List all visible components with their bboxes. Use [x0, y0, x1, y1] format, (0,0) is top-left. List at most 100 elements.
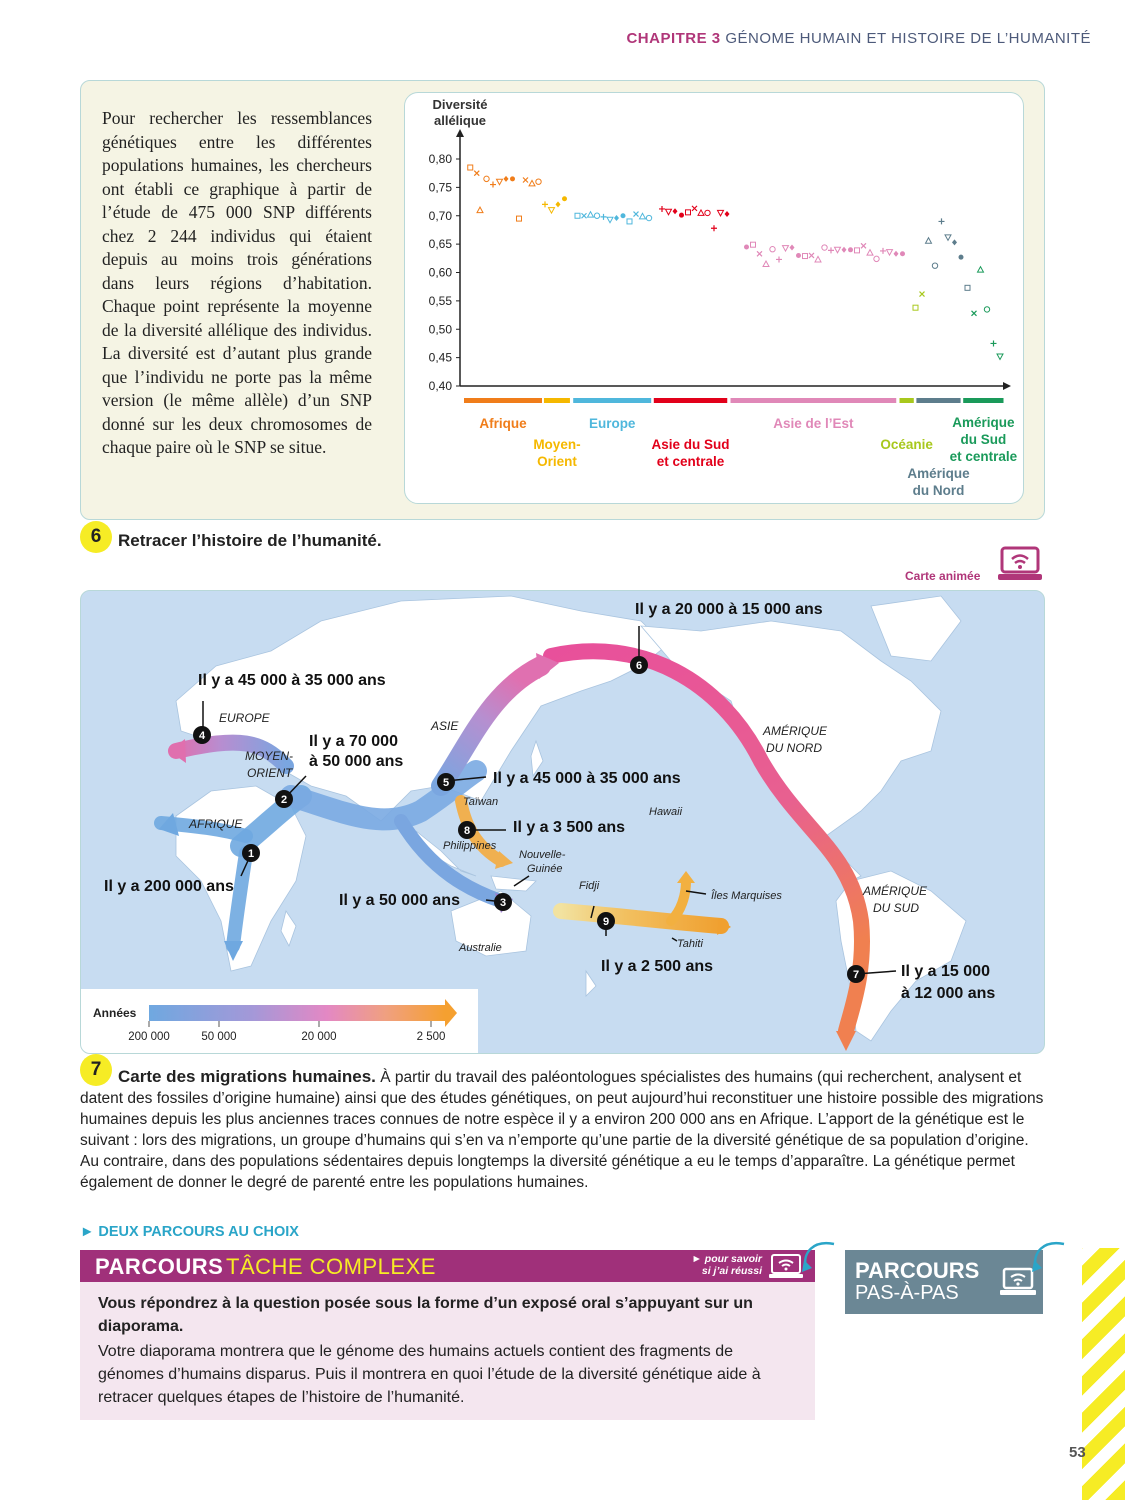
data-point: [600, 213, 607, 220]
label-new-guinea-2: Guinée: [527, 863, 562, 875]
data-point: [744, 244, 749, 250]
animated-map-label[interactable]: Carte animée: [905, 569, 981, 583]
date-5: Il y a 45 000 à 35 000 ans: [493, 770, 681, 787]
data-point: [724, 211, 730, 218]
data-point: [476, 206, 484, 214]
date-2b: à 50 000 ans: [309, 753, 403, 770]
category-bar: [653, 398, 728, 403]
allelic-diversity-chart: Diversité allélique 0,80 0,75 0,70 0,65 0,60…: [404, 92, 1024, 504]
data-point: [821, 244, 828, 251]
data-point: [606, 216, 614, 224]
landmass-australia: [450, 890, 532, 957]
date-7b: à 12 000 ans: [901, 985, 995, 1002]
data-point: [841, 246, 847, 253]
data-point: [704, 209, 711, 217]
data-point: [938, 218, 945, 225]
category-label: Moyen-: [533, 437, 580, 452]
svg-text:1: 1: [248, 848, 254, 860]
chapter-header: CHAPITRE 3 GÉNOME HUMAIN ET HISTOIRE DE …: [626, 30, 1091, 47]
y-tick-label: 0,50: [429, 322, 453, 336]
legend-tick-3: 20 000: [301, 1031, 336, 1043]
marker-7: 7: [847, 965, 865, 983]
data-point: [490, 181, 496, 188]
chart-svg: Diversité allélique 0,80 0,75 0,70 0,65 0,60…: [429, 97, 1018, 498]
section-7-caption: Carte des migrations humaines. À partir …: [80, 1066, 1045, 1193]
date-labels: Il y a 200 000 ans Il y a 70 000 à 50 00…: [104, 601, 995, 1002]
intro-paragraph: Pour rechercher les ressemblances généti…: [102, 108, 372, 457]
savoir-link[interactable]: ► pour savoir si j’ai réussi: [691, 1253, 763, 1277]
data-point: [581, 212, 587, 219]
task-description: Votre diaporama montrera que le génome d…: [98, 1343, 761, 1406]
data-point: [769, 246, 776, 253]
category-label: Amérique: [907, 466, 970, 481]
y-tick-label: 0,40: [429, 379, 453, 393]
pas-label-2: PAS-À-PAS: [855, 1282, 959, 1304]
route-africa-south: [226, 846, 253, 953]
data-point: [620, 213, 626, 219]
label-philippines: Philippines: [443, 840, 497, 852]
category-label: Orient: [537, 454, 577, 469]
data-point: [996, 353, 1004, 361]
data-point: [542, 201, 548, 208]
data-point: [776, 256, 782, 263]
data-point: [964, 284, 971, 291]
route-australia: [394, 814, 508, 908]
data-point: [952, 239, 957, 246]
step-markers: 1 2 3 4 5 6 7 8 9: [193, 656, 865, 983]
svg-text:8: 8: [464, 825, 470, 837]
laptop-wifi-icon[interactable]: [768, 1253, 804, 1279]
data-point: [976, 265, 985, 273]
data-point: [866, 248, 874, 256]
label-afrique: AFRIQUE: [188, 817, 243, 831]
marker-2: 2: [275, 790, 293, 808]
data-point: [614, 215, 619, 222]
label-australie: Australie: [458, 942, 502, 954]
data-point: [593, 212, 601, 219]
y-tick-label: 0,80: [429, 152, 453, 166]
category-label: et centrale: [950, 449, 1018, 464]
data-point: [833, 246, 842, 254]
data-point: [828, 247, 834, 254]
data-point: [633, 211, 639, 217]
laptop-wifi-icon[interactable]: [997, 546, 1043, 582]
label-fidji: Fidji: [579, 880, 600, 892]
date-6: Il y a 20 000 à 15 000 ans: [635, 601, 823, 618]
data-point: [697, 208, 705, 216]
data-point: [873, 255, 880, 263]
category-label: du Nord: [913, 483, 965, 498]
y-axis-arrow: [456, 129, 464, 137]
label-marquises: Îles Marquises: [711, 889, 782, 902]
date-7a: Il y a 15 000: [901, 963, 990, 980]
label-moyen-orient-2: ORIENT: [247, 766, 294, 780]
label-moyen-orient-1: MOYEN-: [245, 749, 293, 763]
data-point: [659, 205, 665, 212]
parcours-pas-a-pas-button[interactable]: PARCOURS PAS-À-PAS: [845, 1250, 1043, 1314]
data-point: [808, 252, 815, 259]
parcours-complexe-header[interactable]: PARCOURS TÂCHE COMPLEXE ► pour savoir si…: [80, 1250, 815, 1282]
task-question: Vous répondrez à la question posée sous …: [98, 1295, 753, 1335]
category-label: Afrique: [479, 416, 527, 431]
category-label: et centrale: [657, 454, 725, 469]
svg-text:9: 9: [603, 916, 609, 928]
route-marquises: [666, 876, 691, 926]
decorative-stripes: [1082, 1248, 1125, 1500]
x-axis-arrow: [1003, 382, 1011, 390]
data-point: [516, 215, 522, 222]
data-point: [562, 196, 567, 202]
data-point: [574, 212, 581, 219]
data-point: [971, 310, 977, 317]
landmass-greenland: [870, 595, 962, 662]
data-point: [626, 218, 633, 225]
legend-title: Années: [93, 1006, 137, 1020]
svg-text:5: 5: [443, 777, 449, 789]
date-9: Il y a 2 500 ans: [601, 958, 713, 975]
landmass-south-america: [835, 870, 967, 1042]
category-bar: [464, 398, 542, 403]
data-point: [880, 247, 886, 254]
data-point: [691, 205, 698, 212]
marker-9: 9: [597, 912, 615, 930]
data-point: [885, 249, 894, 257]
date-2a: Il y a 70 000: [309, 733, 398, 750]
data-point: [854, 247, 860, 254]
category-bar: [963, 398, 1004, 403]
